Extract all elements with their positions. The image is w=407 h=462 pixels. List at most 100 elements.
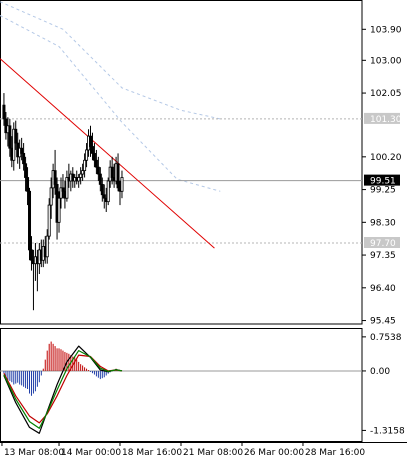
candle-body bbox=[24, 163, 28, 178]
candle bbox=[92, 143, 96, 168]
candle-body bbox=[53, 170, 57, 185]
price-tick-label: 103.00 bbox=[370, 56, 402, 66]
price-tick-label: 97.35 bbox=[370, 251, 396, 261]
candle bbox=[59, 177, 63, 209]
macd-line bbox=[3, 350, 123, 429]
candle bbox=[61, 174, 65, 199]
macd-tick-label: 0.7538 bbox=[370, 333, 402, 343]
trendline bbox=[0, 58, 215, 249]
candle bbox=[45, 229, 49, 264]
candle bbox=[47, 198, 51, 240]
time-tick-label: 21 Mar 08:00 bbox=[183, 448, 243, 458]
candle-body bbox=[57, 197, 61, 223]
candle-body bbox=[77, 177, 81, 182]
candle-body bbox=[28, 190, 32, 251]
candle-body bbox=[49, 187, 53, 206]
candle bbox=[28, 187, 32, 261]
time-tick-label: 28 Mar 16:00 bbox=[305, 448, 365, 458]
candle-body bbox=[14, 128, 18, 144]
candle-body bbox=[102, 194, 106, 199]
candle bbox=[120, 170, 124, 199]
candle-body bbox=[20, 147, 24, 154]
candle-body bbox=[120, 177, 124, 192]
candle bbox=[2, 93, 6, 126]
candle-body bbox=[90, 146, 94, 154]
candle-body bbox=[98, 173, 102, 185]
candle bbox=[81, 163, 85, 181]
price-panel-frame bbox=[0, 0, 363, 325]
price-tag-box bbox=[364, 112, 400, 124]
candle bbox=[85, 143, 89, 168]
candle-body bbox=[94, 159, 98, 168]
candle-body bbox=[12, 128, 16, 161]
candle-body bbox=[81, 170, 85, 175]
candle bbox=[53, 149, 57, 195]
candle-body bbox=[100, 184, 104, 196]
price-tick-label: 102.05 bbox=[370, 89, 402, 99]
price-tick-label: 98.30 bbox=[370, 218, 396, 228]
time-tick-label: 26 Mar 00:00 bbox=[244, 448, 304, 458]
candle-body bbox=[26, 177, 30, 192]
candle-body bbox=[65, 177, 69, 199]
candle bbox=[65, 170, 69, 202]
candle bbox=[89, 125, 93, 157]
candle bbox=[100, 177, 104, 202]
candle bbox=[26, 167, 30, 206]
candle-body bbox=[89, 135, 93, 147]
candle bbox=[116, 153, 120, 192]
price-panel: 103.90 103.00 102.05 100.20 99.25 98.30 97.35 9… bbox=[0, 0, 402, 327]
price-tag-box bbox=[364, 237, 400, 248]
candle bbox=[57, 191, 61, 233]
candle bbox=[77, 174, 81, 188]
candle-body bbox=[110, 166, 114, 178]
price-tag-label: 101.30 bbox=[370, 115, 402, 125]
time-tick-label: 18 Mar 16:00 bbox=[122, 448, 182, 458]
candle bbox=[12, 122, 16, 171]
moving-average-line bbox=[0, 1, 221, 120]
moving-average-line bbox=[0, 15, 221, 192]
candle-body bbox=[85, 149, 89, 161]
candle bbox=[29, 236, 33, 271]
candle-body bbox=[22, 152, 26, 165]
candle-body bbox=[8, 125, 12, 149]
macd-tick-label: 0.00 bbox=[370, 367, 390, 377]
candle bbox=[96, 156, 100, 181]
candle bbox=[20, 137, 24, 161]
candle-body bbox=[79, 173, 83, 178]
candle-body bbox=[96, 166, 100, 175]
candle-body bbox=[29, 249, 33, 261]
macd-panel: 0.7538 0.00 -1.3158 bbox=[0, 328, 405, 442]
candle-body bbox=[61, 187, 65, 192]
price-tick-label: 103.90 bbox=[370, 25, 402, 35]
candle bbox=[14, 120, 18, 150]
candle bbox=[106, 177, 110, 206]
time-tick-label: 13 Mar 08:00 bbox=[4, 448, 64, 458]
candle-body bbox=[47, 204, 51, 237]
candle bbox=[90, 132, 94, 161]
price-tick-label: 100.20 bbox=[370, 153, 402, 163]
candle bbox=[22, 143, 26, 171]
candle bbox=[49, 177, 53, 219]
candle bbox=[102, 184, 106, 209]
price-tag-label: 99.51 bbox=[370, 177, 396, 187]
candle-body bbox=[45, 235, 49, 258]
candle-body bbox=[116, 163, 120, 189]
macd-tick-label: -1.3158 bbox=[370, 426, 405, 436]
price-tag-box bbox=[364, 174, 400, 186]
candle bbox=[94, 149, 98, 175]
time-tick-label: 14 Mar 00:00 bbox=[61, 448, 121, 458]
candle bbox=[8, 118, 12, 157]
price-tick-label: 95.45 bbox=[370, 317, 396, 327]
candle-body bbox=[92, 152, 96, 161]
macd-panel-frame bbox=[0, 328, 363, 442]
candle-body bbox=[83, 159, 87, 172]
candle bbox=[79, 167, 83, 185]
candle bbox=[83, 153, 87, 178]
candle bbox=[110, 156, 114, 185]
price-tick-label: 99.25 bbox=[370, 186, 396, 196]
candle-body bbox=[2, 104, 6, 120]
candle bbox=[98, 167, 102, 192]
candle bbox=[24, 156, 28, 192]
